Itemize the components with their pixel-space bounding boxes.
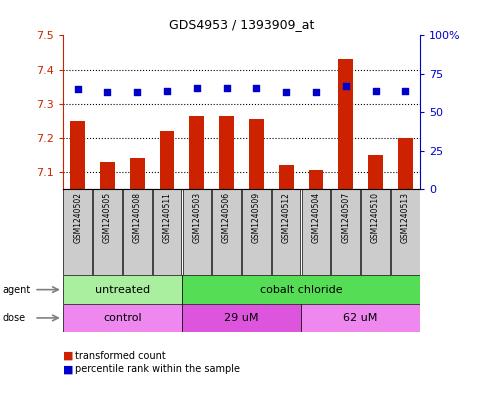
Bar <box>123 189 152 275</box>
Text: GSM1240513: GSM1240513 <box>401 192 410 242</box>
Text: GSM1240512: GSM1240512 <box>282 192 291 242</box>
Text: 62 uM: 62 uM <box>343 313 378 323</box>
Bar <box>130 158 145 189</box>
Bar <box>279 165 294 189</box>
Point <box>163 88 171 94</box>
Text: dose: dose <box>2 313 26 323</box>
Bar <box>331 189 360 275</box>
Point <box>223 84 230 91</box>
Bar <box>398 138 413 189</box>
Bar <box>182 304 301 332</box>
Point <box>342 83 350 89</box>
Text: GSM1240505: GSM1240505 <box>103 192 112 243</box>
Point <box>372 88 380 94</box>
Text: untreated: untreated <box>95 285 150 295</box>
Text: GSM1240508: GSM1240508 <box>133 192 142 242</box>
Bar <box>368 155 383 189</box>
Text: cobalt chloride: cobalt chloride <box>260 285 342 295</box>
Bar <box>100 162 115 189</box>
Text: GSM1240506: GSM1240506 <box>222 192 231 243</box>
Point <box>282 89 290 95</box>
Point <box>104 89 112 95</box>
Bar <box>63 304 182 332</box>
Bar <box>361 189 390 275</box>
Bar <box>182 275 420 304</box>
Point <box>74 86 82 92</box>
Bar <box>302 189 330 275</box>
Text: ■: ■ <box>63 351 73 361</box>
Bar <box>309 170 324 189</box>
Text: control: control <box>103 313 142 323</box>
Text: GSM1240504: GSM1240504 <box>312 192 320 243</box>
Bar <box>93 189 122 275</box>
Bar <box>272 189 300 275</box>
Bar <box>391 189 420 275</box>
Bar <box>249 119 264 189</box>
Point <box>312 89 320 95</box>
Text: GSM1240507: GSM1240507 <box>341 192 350 243</box>
Text: GSM1240503: GSM1240503 <box>192 192 201 243</box>
Bar <box>153 189 181 275</box>
Text: percentile rank within the sample: percentile rank within the sample <box>75 364 240 375</box>
Text: GSM1240511: GSM1240511 <box>163 192 171 242</box>
Text: GSM1240502: GSM1240502 <box>73 192 82 242</box>
Bar <box>242 189 270 275</box>
Point <box>401 88 409 94</box>
Point <box>253 84 260 91</box>
Bar <box>63 275 182 304</box>
Point <box>193 84 201 91</box>
Text: 29 uM: 29 uM <box>224 313 259 323</box>
Bar <box>338 59 353 189</box>
Bar <box>159 131 174 189</box>
Text: GSM1240509: GSM1240509 <box>252 192 261 243</box>
Bar <box>219 116 234 189</box>
Bar <box>213 189 241 275</box>
Text: ■: ■ <box>63 364 73 375</box>
Text: GSM1240510: GSM1240510 <box>371 192 380 242</box>
Point <box>133 89 141 95</box>
Bar <box>301 304 420 332</box>
Text: transformed count: transformed count <box>75 351 166 361</box>
Bar <box>189 116 204 189</box>
Bar <box>70 121 85 189</box>
Text: agent: agent <box>2 285 30 295</box>
Bar <box>183 189 211 275</box>
Text: GDS4953 / 1393909_at: GDS4953 / 1393909_at <box>169 18 314 31</box>
Bar <box>63 189 92 275</box>
